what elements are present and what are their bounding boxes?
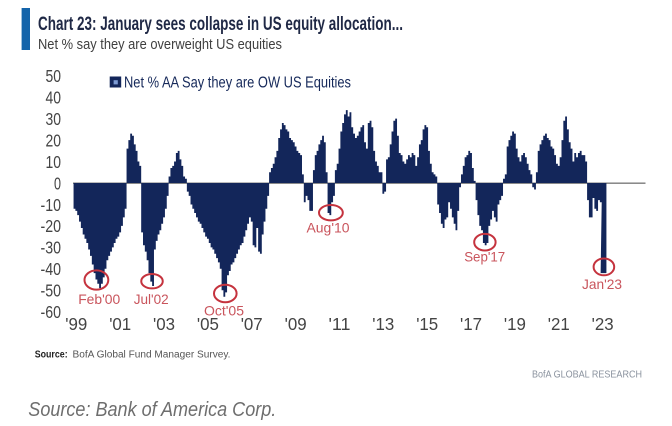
- svg-text:'17: '17: [460, 314, 482, 334]
- svg-text:BofA GLOBAL RESEARCH: BofA GLOBAL RESEARCH: [532, 369, 642, 381]
- svg-text:Source: Bank of America Corp.: Source: Bank of America Corp.: [28, 398, 276, 421]
- svg-text:'13: '13: [372, 314, 394, 334]
- svg-text:Sep'17: Sep'17: [464, 249, 505, 265]
- svg-text:-60: -60: [41, 302, 62, 322]
- svg-text:Feb'00: Feb'00: [78, 291, 120, 307]
- svg-text:Aug'10: Aug'10: [307, 220, 350, 236]
- svg-text:Source:: Source:: [35, 350, 68, 361]
- svg-text:Chart 23: January sees collaps: Chart 23: January sees collapse in US eq…: [38, 13, 403, 35]
- svg-text:10: 10: [46, 152, 62, 172]
- svg-text:'01: '01: [109, 314, 131, 334]
- svg-text:'21: '21: [548, 314, 570, 334]
- svg-text:-50: -50: [41, 281, 62, 301]
- svg-text:Jan'23: Jan'23: [582, 276, 622, 292]
- svg-text:-40: -40: [41, 259, 62, 279]
- svg-text:'23: '23: [592, 314, 614, 334]
- svg-text:50: 50: [46, 66, 62, 86]
- svg-text:-10: -10: [41, 195, 62, 215]
- svg-text:'05: '05: [197, 314, 219, 334]
- svg-text:-20: -20: [41, 216, 62, 236]
- svg-text:'19: '19: [504, 314, 526, 334]
- svg-text:-30: -30: [41, 238, 62, 258]
- svg-text:BofA Global Fund Manager Surve: BofA Global Fund Manager Survey.: [73, 350, 231, 361]
- svg-text:'11: '11: [329, 314, 351, 334]
- svg-text:30: 30: [46, 109, 62, 129]
- svg-text:20: 20: [46, 130, 62, 150]
- svg-text:'99: '99: [65, 314, 87, 334]
- svg-text:Jul'02: Jul'02: [134, 291, 169, 307]
- svg-text:Net % AA Say they are OW US Eq: Net % AA Say they are OW US Equities: [124, 75, 351, 92]
- svg-text:40: 40: [46, 88, 62, 108]
- svg-text:'09: '09: [285, 314, 307, 334]
- svg-text:'07: '07: [241, 314, 263, 334]
- svg-text:0: 0: [54, 173, 61, 193]
- svg-text:'15: '15: [416, 314, 438, 334]
- svg-text:Net % say they are overweight: Net % say they are overweight US equitie…: [38, 36, 282, 53]
- svg-text:Oct'05: Oct'05: [204, 303, 244, 319]
- svg-text:'03: '03: [153, 314, 175, 334]
